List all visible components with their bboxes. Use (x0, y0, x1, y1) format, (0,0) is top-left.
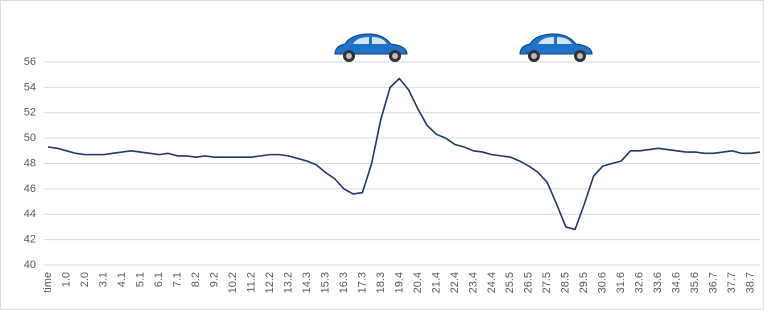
x-tick-label: 3.1 (97, 272, 109, 287)
x-tick-label: 22.4 (449, 272, 461, 293)
x-tick-label: 26.5 (523, 272, 535, 293)
x-tick-label: 25.5 (504, 272, 516, 293)
x-tick-label: 29.5 (578, 272, 590, 293)
x-tick-label: 37.7 (726, 272, 738, 293)
x-tick-label: 13.2 (282, 272, 294, 293)
x-tick-label: 34.6 (671, 272, 683, 293)
x-tick-label: 6.1 (153, 272, 165, 287)
y-tick-label: 56 (24, 56, 36, 68)
x-tick-label: 5.1 (134, 272, 146, 287)
y-tick-label: 48 (24, 157, 36, 169)
x-tick-label: 21.4 (430, 272, 442, 293)
x-tick-label: 32.6 (634, 272, 646, 293)
x-tick-label: 4.1 (116, 272, 128, 287)
chart: 40 42 44 46 48 50 52 54 56 time 1.0 2.0 3.1 4.1 5.1 6.1… (0, 0, 764, 310)
x-tick-label: 24.4 (486, 272, 498, 293)
x-tick-label: 18.3 (375, 272, 387, 293)
y-tick-label: 44 (24, 208, 36, 220)
x-tick-label: 10.2 (227, 272, 239, 293)
x-tick-label: 7.1 (171, 272, 183, 287)
y-tick-label: 50 (24, 132, 36, 144)
y-tick-label: 54 (24, 81, 36, 93)
x-tick-label: time (42, 272, 54, 293)
y-tick-label: 42 (24, 234, 36, 246)
x-tick-label: 33.6 (652, 272, 664, 293)
x-tick-label: 14.3 (301, 272, 313, 293)
x-tick-label: 23.4 (467, 272, 479, 293)
x-tick-label: 27.5 (541, 272, 553, 293)
x-tick-label: 1.0 (60, 272, 72, 287)
x-tick-label: 31.6 (615, 272, 627, 293)
x-tick-label: 2.0 (79, 272, 91, 287)
x-tick-label: 28.5 (560, 272, 572, 293)
x-tick-label: 35.6 (689, 272, 701, 293)
x-tick-label: 15.3 (319, 272, 331, 293)
y-tick-label: 40 (24, 259, 36, 271)
x-tick-label: 16.3 (338, 272, 350, 293)
x-tick-label: 19.4 (393, 272, 405, 293)
x-tick-label: 9.2 (208, 272, 220, 287)
y-tick-label: 46 (24, 183, 36, 195)
x-tick-label: 17.3 (356, 272, 368, 293)
x-tick-label: 20.4 (412, 272, 424, 293)
x-tick-label: 38.7 (745, 272, 757, 293)
x-tick-label: 11.2 (245, 272, 257, 293)
x-tick-label: 12.2 (264, 272, 276, 293)
x-tick-label: 36.7 (708, 272, 720, 293)
x-tick-label: 30.6 (597, 272, 609, 293)
x-tick-label: 8.2 (190, 272, 202, 287)
y-tick-label: 52 (24, 107, 36, 119)
